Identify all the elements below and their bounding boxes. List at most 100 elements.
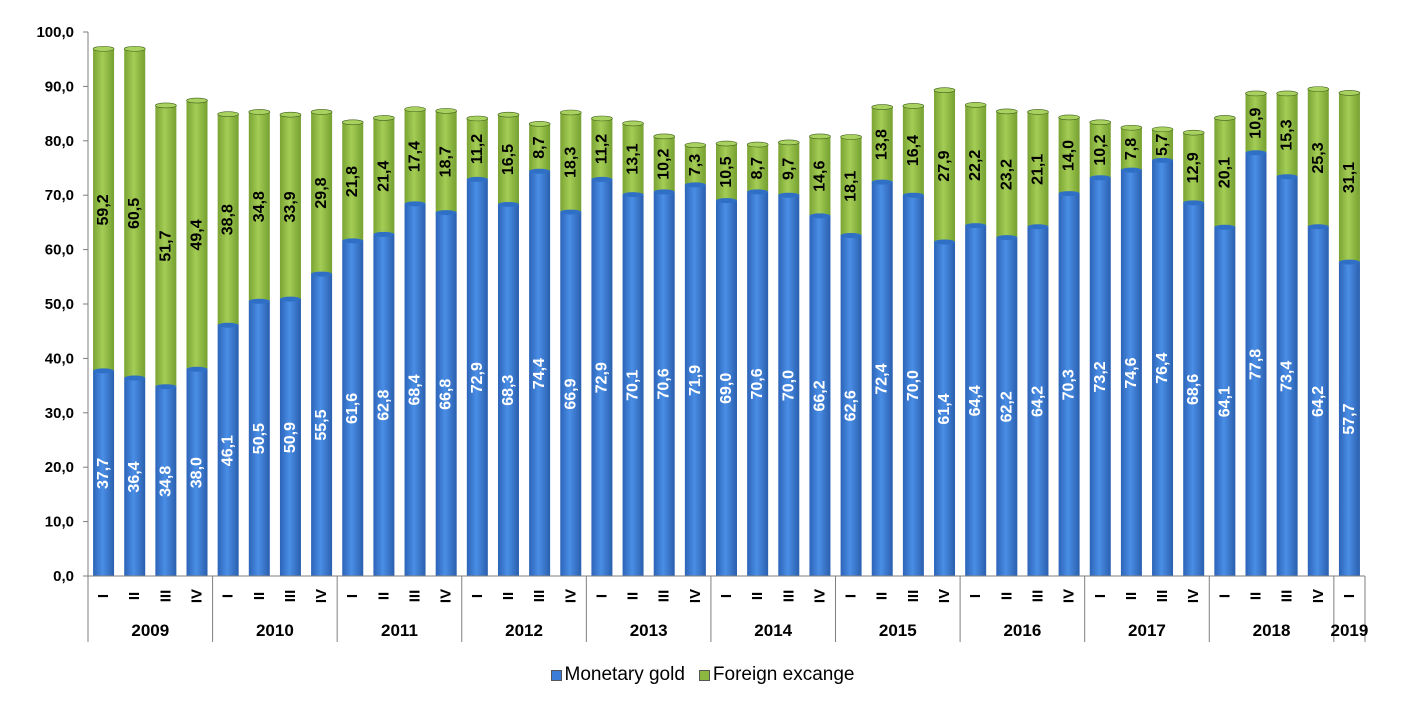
x-tick-label-quarter: II	[625, 592, 642, 600]
bar-segment-divider	[778, 192, 800, 198]
bar-monetary-gold	[902, 195, 924, 576]
x-tick-label-quarter: I	[843, 594, 860, 598]
bar-top-cap	[746, 141, 769, 148]
data-label-foreign-exchange: 13,8	[874, 129, 891, 160]
bar-foreign-exchange	[591, 118, 613, 180]
bar-foreign-exchange	[248, 111, 270, 302]
data-label-monetary-gold: 66,9	[562, 378, 579, 409]
legend-item-monetary-gold: Monetary gold	[550, 664, 685, 686]
x-tick-label-quarter: I	[1341, 594, 1358, 598]
data-label-foreign-exchange: 14,0	[1061, 140, 1078, 171]
data-label-foreign-exchange: 7,8	[1123, 138, 1140, 160]
data-label-foreign-exchange: 29,8	[313, 177, 330, 208]
bar-segment-divider	[155, 384, 177, 390]
bar-segment-divider	[404, 201, 426, 207]
bar-foreign-exchange	[778, 142, 800, 196]
bar-segment-divider	[1058, 191, 1080, 197]
data-label-monetary-gold: 46,1	[220, 435, 237, 466]
bar-segment-divider	[1152, 157, 1174, 163]
bar-segment-divider	[1120, 167, 1142, 173]
data-label-foreign-exchange: 21,8	[344, 166, 361, 197]
bar-foreign-exchange	[529, 123, 551, 172]
x-tick-label-quarter: III	[905, 590, 922, 603]
bar-monetary-gold	[435, 212, 457, 576]
bar-segment-divider	[435, 210, 457, 216]
data-label-monetary-gold: 66,8	[438, 379, 455, 410]
data-label-monetary-gold: 74,4	[531, 358, 548, 389]
bar-foreign-exchange	[747, 144, 769, 192]
bar-foreign-exchange	[155, 105, 177, 387]
bar-top-cap	[871, 104, 894, 110]
data-label-monetary-gold: 64,2	[1029, 386, 1046, 417]
bar-segment-divider	[1276, 174, 1298, 180]
bar-segment-divider	[591, 176, 613, 182]
data-label-monetary-gold: 76,4	[1154, 353, 1171, 384]
bar-segment-divider	[965, 223, 987, 229]
data-label-monetary-gold: 50,5	[251, 423, 268, 454]
x-tick-label-quarter: I	[469, 594, 486, 598]
legend-swatch-foreign-exchange	[698, 669, 710, 681]
x-tick-label-quarter: IV	[1185, 589, 1202, 603]
bar-monetary-gold	[591, 179, 613, 576]
y-tick-label: 40,0	[45, 350, 74, 367]
bar-top-cap	[591, 115, 613, 122]
bar-foreign-exchange	[840, 136, 862, 236]
data-label-monetary-gold: 77,8	[1247, 349, 1264, 380]
bar-segment-divider	[1307, 224, 1329, 230]
data-label-foreign-exchange: 38,8	[220, 204, 237, 235]
data-label-monetary-gold: 55,5	[313, 409, 330, 440]
bar-top-cap	[933, 87, 956, 94]
bar-monetary-gold	[653, 191, 675, 576]
bar-segment-divider	[124, 375, 146, 381]
bar-segment-divider	[217, 322, 239, 328]
x-tick-label-year: 2014	[754, 621, 792, 640]
data-label-monetary-gold: 37,7	[95, 458, 112, 489]
bar-top-cap	[1151, 126, 1174, 133]
bar-foreign-exchange	[934, 90, 956, 242]
x-tick-label-quarter: II	[874, 592, 891, 600]
bar-foreign-exchange	[1276, 93, 1298, 177]
bar-top-cap	[809, 133, 831, 140]
x-tick-label-year: 2011	[381, 621, 418, 640]
bar-foreign-exchange	[1183, 132, 1205, 203]
bar-segment-divider	[716, 198, 737, 204]
bar-monetary-gold	[684, 184, 706, 576]
bar-monetary-gold	[497, 204, 519, 576]
x-tick-label-quarter: II	[500, 592, 517, 600]
data-label-foreign-exchange: 25,3	[1310, 142, 1327, 173]
data-label-foreign-exchange: 59,2	[95, 194, 112, 225]
x-tick-label-quarter: III	[1154, 590, 1171, 603]
bar-top-cap	[684, 142, 707, 148]
bar-foreign-exchange	[1058, 117, 1080, 194]
bar-foreign-exchange	[497, 114, 519, 205]
data-label-foreign-exchange: 11,2	[593, 134, 610, 164]
bar-top-cap	[902, 103, 925, 109]
data-label-foreign-exchange: 51,7	[157, 230, 174, 261]
x-tick-label-quarter: IV	[313, 589, 330, 603]
data-label-monetary-gold: 70,1	[625, 370, 642, 401]
x-tick-label-quarter: I	[593, 594, 610, 598]
x-tick-label-quarter: IV	[562, 589, 579, 603]
bar-monetary-gold	[778, 195, 800, 576]
data-label-foreign-exchange: 8,7	[749, 157, 766, 179]
bar-segment-divider	[342, 238, 364, 244]
x-tick-label-quarter: II	[126, 592, 143, 600]
bar-foreign-exchange	[404, 109, 426, 204]
data-label-foreign-exchange: 18,7	[438, 146, 455, 177]
data-label-foreign-exchange: 22,2	[967, 150, 984, 181]
x-tick-label-year: 2019	[1331, 621, 1369, 640]
x-tick-label-quarter: III	[282, 590, 299, 603]
data-label-monetary-gold: 64,4	[967, 385, 984, 416]
bar-top-cap	[1120, 124, 1143, 131]
x-tick-label-quarter: III	[157, 590, 174, 603]
data-label-monetary-gold: 68,4	[407, 374, 424, 405]
x-tick-label-quarter: II	[375, 592, 392, 600]
data-label-monetary-gold: 38,0	[189, 457, 206, 488]
bar-top-cap	[466, 115, 489, 122]
bar-segment-divider	[996, 235, 1018, 241]
data-label-foreign-exchange: 10,5	[718, 156, 735, 187]
x-tick-label-year: 2010	[256, 621, 294, 640]
bar-segment-divider	[311, 271, 333, 277]
bar-segment-divider	[93, 368, 115, 374]
bar-monetary-gold	[1089, 177, 1111, 577]
